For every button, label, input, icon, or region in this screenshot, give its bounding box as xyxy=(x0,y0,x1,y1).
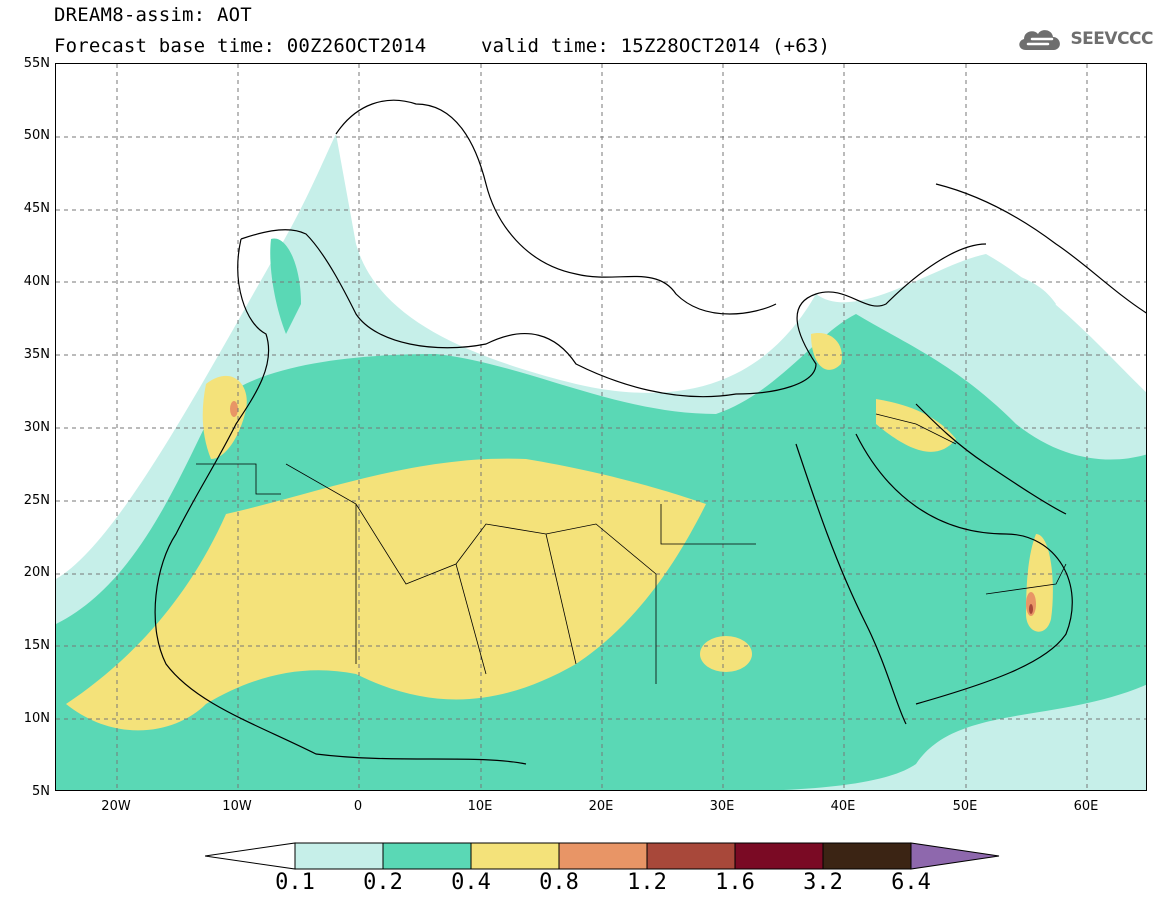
lat-label: 45N xyxy=(23,201,50,216)
colorbar-segment xyxy=(205,842,296,870)
map-title: DREAM8-assim: AOT xyxy=(54,4,252,26)
colorbar-label: 0.8 xyxy=(539,870,579,895)
colorbar-segment xyxy=(294,842,384,870)
valid-time: valid time: 15Z28OCT2014 (+63) xyxy=(481,35,831,57)
lon-label: 10W xyxy=(222,799,252,814)
lon-label: 30E xyxy=(709,799,735,814)
colorbar-segment xyxy=(470,842,560,870)
colorbar-segment xyxy=(822,842,912,870)
colorbar-label: 3.2 xyxy=(803,870,843,895)
aot-field xyxy=(56,64,1146,790)
aot-zone-mid-iberia xyxy=(270,238,301,334)
lon-label: 20E xyxy=(588,799,614,814)
colorbar-segment xyxy=(646,842,736,870)
aot-peak-morocco xyxy=(230,401,238,417)
logo-text: SEEVCCC xyxy=(1070,29,1153,49)
colorbar xyxy=(205,842,1000,870)
aot-peak-oman-core xyxy=(1029,604,1033,614)
cloud-icon xyxy=(1019,30,1061,50)
lat-label: 15N xyxy=(23,638,50,653)
lat-label: 25N xyxy=(23,493,50,508)
lat-label: 30N xyxy=(23,420,50,435)
lon-label: 60E xyxy=(1073,799,1099,814)
colorbar-segment xyxy=(734,842,824,870)
colorbar-label: 0.1 xyxy=(275,870,315,895)
lon-label: 40E xyxy=(830,799,856,814)
forecast-base-time: Forecast base time: 00Z26OCT2014 xyxy=(54,35,427,57)
aot-zone-high-iraq xyxy=(876,399,956,452)
aot-zone-high-chad xyxy=(700,636,752,672)
colorbar-segment xyxy=(558,842,648,870)
lat-label: 5N xyxy=(32,784,50,799)
colorbar-label: 0.4 xyxy=(451,870,491,895)
aot-zone-low-2 xyxy=(961,264,1056,324)
lat-label: 20N xyxy=(23,565,50,580)
lat-label: 50N xyxy=(23,128,50,143)
aot-zone-high xyxy=(66,458,706,731)
aot-zone-high-syria xyxy=(811,333,842,370)
lat-label: 10N xyxy=(23,711,50,726)
colorbar-label: 6.4 xyxy=(891,870,931,895)
lon-label: 50E xyxy=(952,799,978,814)
lon-label: 20W xyxy=(101,799,131,814)
lat-label: 55N xyxy=(23,56,50,71)
graticule xyxy=(56,64,1146,790)
coastlines xyxy=(154,99,1146,765)
lat-label: 35N xyxy=(23,347,50,362)
lat-label: 40N xyxy=(23,274,50,289)
colorbar-label: 1.6 xyxy=(715,870,755,895)
aot-map[interactable] xyxy=(55,63,1147,791)
colorbar-segment xyxy=(910,842,1000,870)
aot-zone-high-morocco xyxy=(202,375,247,459)
colorbar-segment xyxy=(382,842,472,870)
lon-label: 10E xyxy=(467,799,493,814)
colorbar-label: 1.2 xyxy=(627,870,667,895)
lon-label: 0 xyxy=(353,799,363,814)
seevccc-logo: SEEVCCC xyxy=(1014,22,1153,56)
country-borders xyxy=(196,413,1067,684)
colorbar-label: 0.2 xyxy=(363,870,403,895)
